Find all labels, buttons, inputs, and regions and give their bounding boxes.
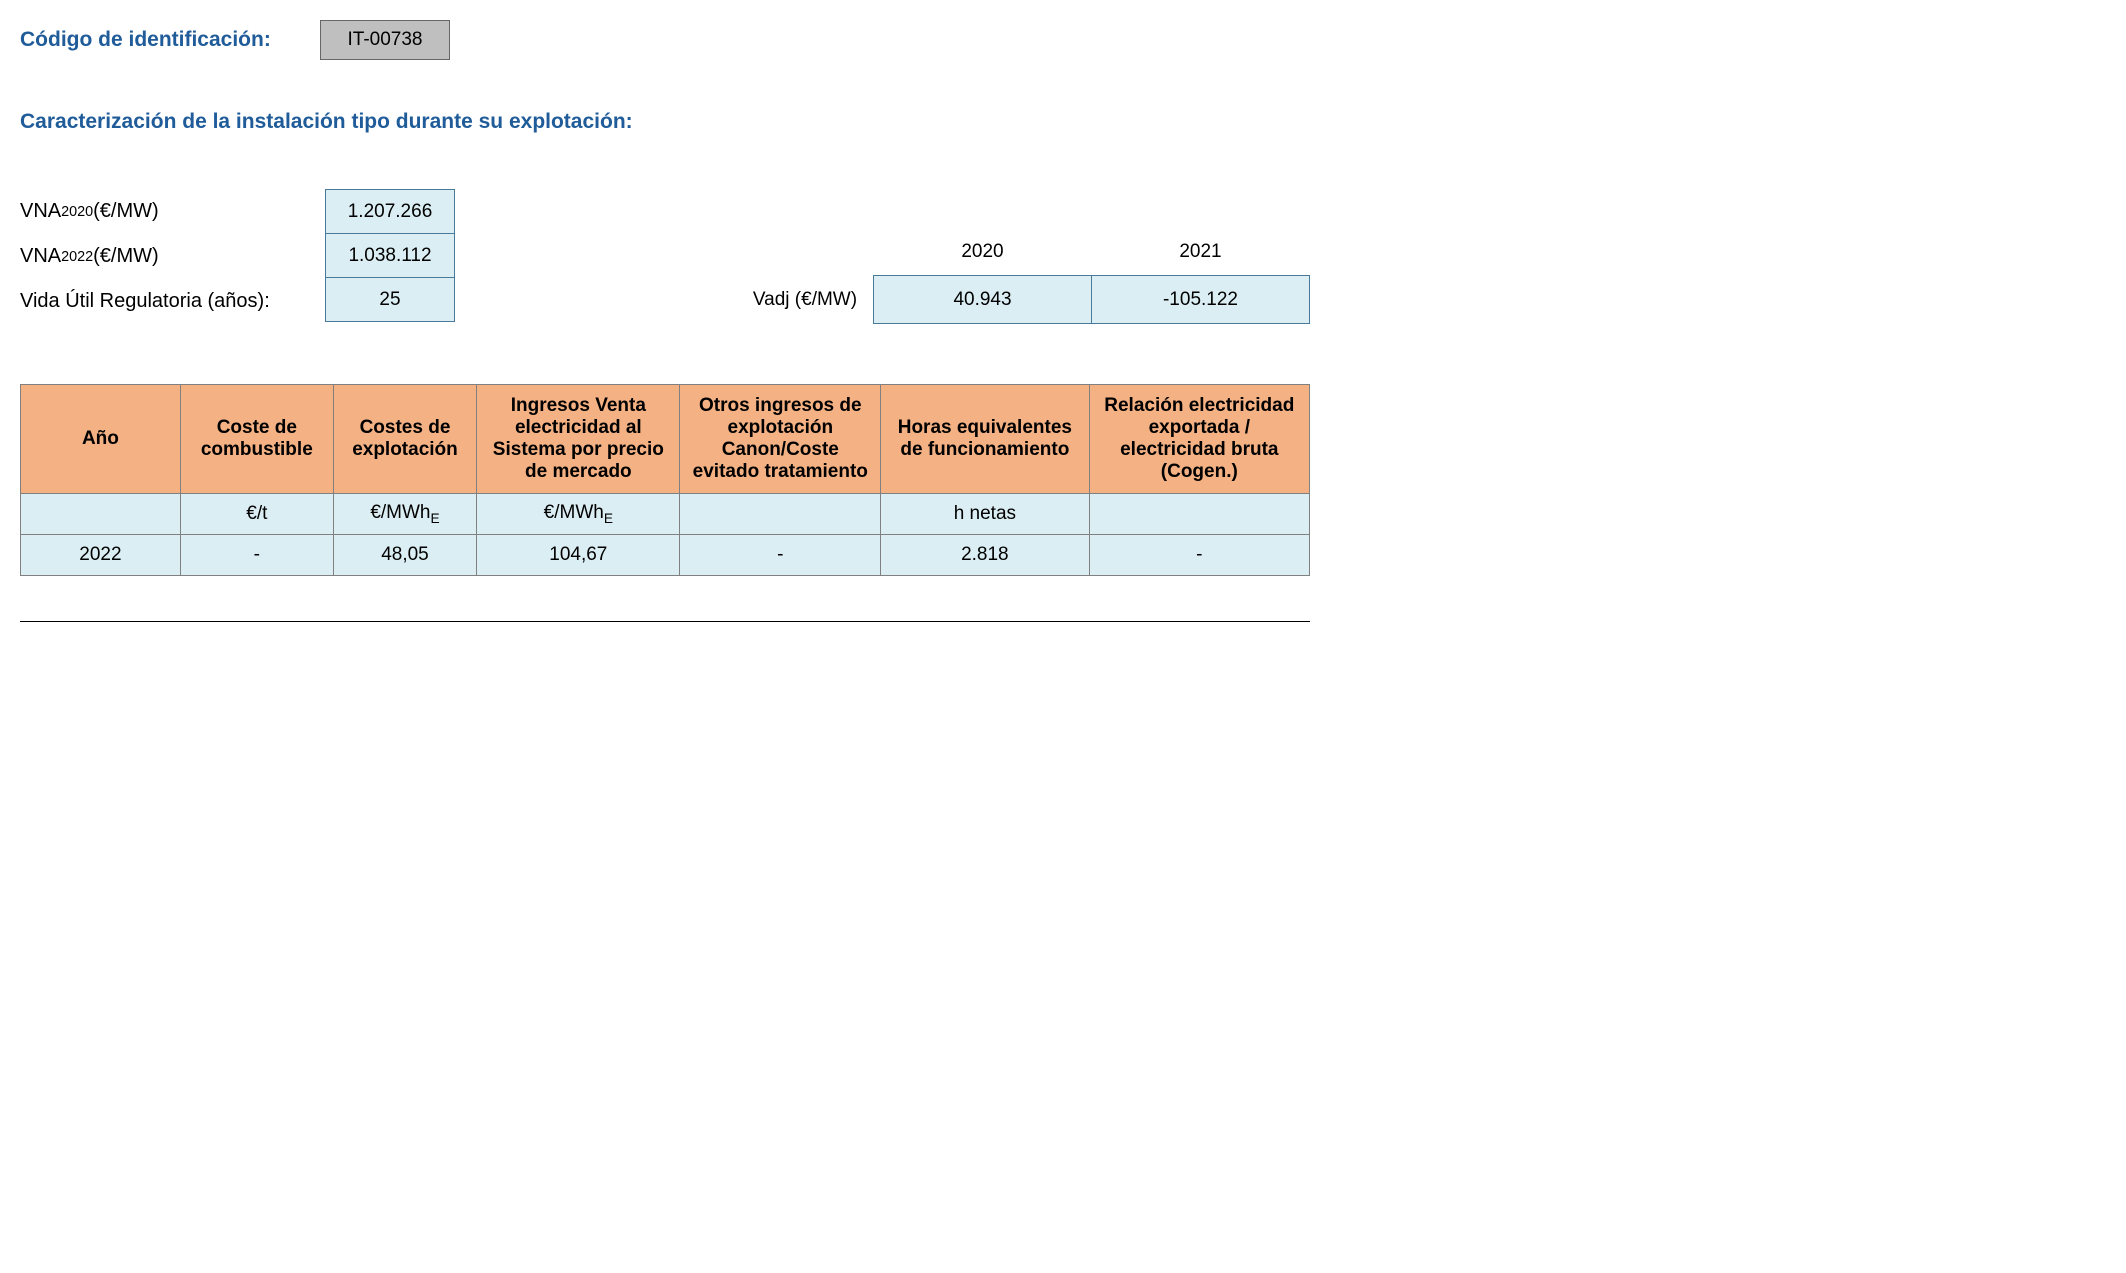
vna2022-post: (€/MW) [93, 245, 159, 268]
table-units-row: €/t €/MWhE €/MWhE h netas [21, 494, 1310, 535]
vadj-2020-value: 40.943 [874, 276, 1092, 324]
unit-expl-pre: €/MWh [370, 502, 430, 523]
cell-comb: - [180, 535, 333, 576]
unit-ing-sub: E [604, 511, 613, 526]
vna2020-pre: VNA [20, 200, 61, 223]
vadj-2021-value: -105.122 [1092, 276, 1310, 324]
vna2022-value: 1.038.112 [325, 233, 455, 278]
vna2020-sub: 2020 [61, 204, 93, 220]
section-title: Caracterización de la instalación tipo d… [20, 110, 1310, 134]
unit-expl: €/MWhE [333, 494, 476, 535]
header-row: Código de identificación: IT-00738 [20, 20, 1310, 60]
th-otros: Otros ingresos de explotación Canon/Cost… [680, 385, 881, 494]
vadj-label: Vadj (€/MW) [744, 276, 874, 324]
vna2020-label: VNA2020 (€/MW) [20, 189, 325, 234]
th-expl: Costes de explotación [333, 385, 476, 494]
main-table: Año Coste de combustible Costes de explo… [20, 384, 1310, 576]
vna2022-sub: 2022 [61, 249, 93, 265]
id-code-value: IT-00738 [320, 20, 450, 60]
cell-ing: 104,67 [477, 535, 680, 576]
cell-otros: - [680, 535, 881, 576]
th-horas: Horas equivalentes de funcionamiento [881, 385, 1089, 494]
unit-ing-pre: €/MWh [544, 502, 604, 523]
vadj-year-2021: 2021 [1092, 228, 1310, 276]
vna2022-pre: VNA [20, 245, 61, 268]
unit-rel [1089, 494, 1309, 535]
unit-otros [680, 494, 881, 535]
vna2020-value: 1.207.266 [325, 189, 455, 234]
table-row: 2022 - 48,05 104,67 - 2.818 - [21, 535, 1310, 576]
th-comb: Coste de combustible [180, 385, 333, 494]
cell-ano: 2022 [21, 535, 181, 576]
vna2020-post: (€/MW) [93, 200, 159, 223]
vida-label: Vida Útil Regulatoria (años): [20, 279, 325, 324]
params-area: VNA2020 (€/MW) VNA2022 (€/MW) Vida Útil … [20, 189, 1310, 324]
unit-ano [21, 494, 181, 535]
divider [20, 621, 1310, 622]
vida-value: 25 [325, 277, 455, 322]
cell-expl: 48,05 [333, 535, 476, 576]
th-ing: Ingresos Venta electricidad al Sistema p… [477, 385, 680, 494]
vna2022-label: VNA2022 (€/MW) [20, 234, 325, 279]
unit-comb: €/t [180, 494, 333, 535]
id-code-label: Código de identificación: [20, 28, 320, 52]
th-ano: Año [21, 385, 181, 494]
vadj-year-2020: 2020 [874, 228, 1092, 276]
th-rel: Relación electricidad exportada / electr… [1089, 385, 1309, 494]
vadj-table: 2020 2021 Vadj (€/MW) 40.943 -105.122 [744, 228, 1310, 324]
cell-rel: - [1089, 535, 1309, 576]
unit-ing: €/MWhE [477, 494, 680, 535]
cell-horas: 2.818 [881, 535, 1089, 576]
unit-expl-sub: E [431, 511, 440, 526]
table-header-row: Año Coste de combustible Costes de explo… [21, 385, 1310, 494]
unit-horas: h netas [881, 494, 1089, 535]
